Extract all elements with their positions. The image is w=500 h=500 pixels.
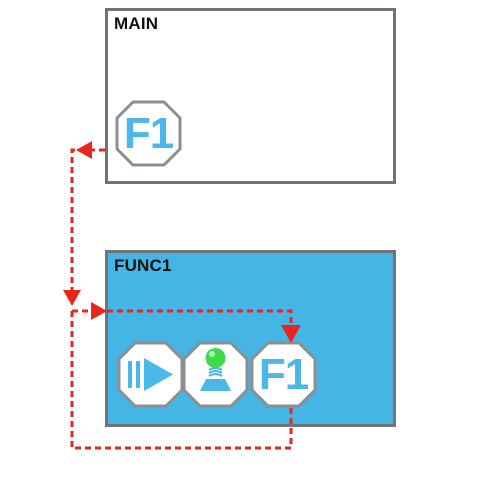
main-panel-title: MAIN <box>114 14 159 33</box>
play-forward-icon <box>117 341 184 408</box>
arrowhead-left <box>76 141 92 159</box>
func1-f1-label: F1 <box>258 349 309 399</box>
main-f1-tile[interactable]: F1 <box>115 100 182 167</box>
main-f1-label: F1 <box>123 108 174 158</box>
main-to-func1-connector <box>70 148 105 298</box>
arrowhead-down-left <box>63 290 81 306</box>
func1-panel-title: FUNC1 <box>114 256 172 275</box>
joystick-tile[interactable] <box>182 341 249 408</box>
joystick-icon <box>182 341 249 408</box>
tile-frame-icon <box>115 100 182 167</box>
func1-f1-tile[interactable]: F1 <box>250 341 317 408</box>
play-forward-tile[interactable] <box>117 341 184 408</box>
